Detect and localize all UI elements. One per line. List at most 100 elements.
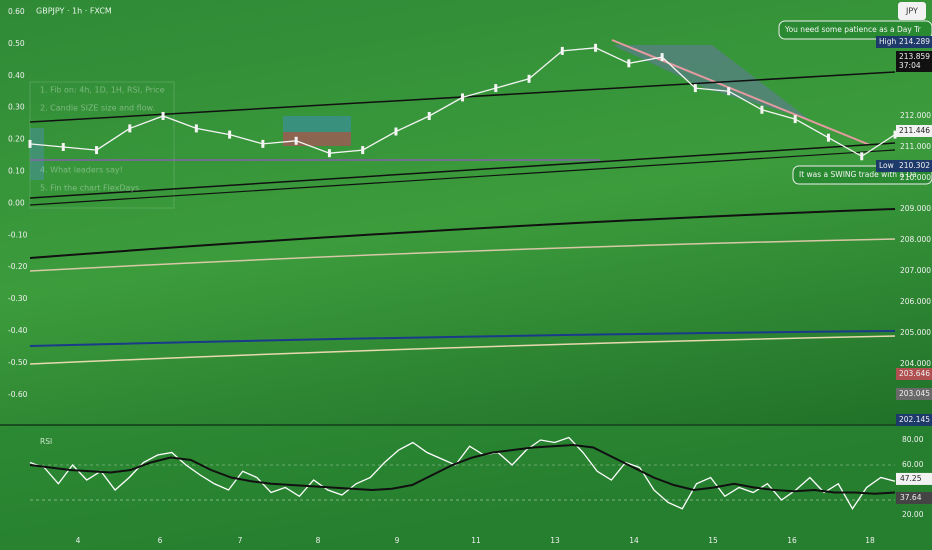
price-tag-value: 203.646 bbox=[899, 369, 930, 378]
list-item: 4. What leaders say! bbox=[40, 166, 123, 175]
right-axis-label: 205.000 bbox=[900, 328, 931, 337]
right-axis-label: 204.000 bbox=[900, 359, 931, 368]
left-axis-label: -0.40 bbox=[8, 326, 28, 335]
x-axis-label: 13 bbox=[550, 536, 560, 545]
left-axis-label: -0.20 bbox=[8, 262, 28, 271]
left-axis-label: 0.30 bbox=[8, 103, 25, 112]
left-axis-label: 0.20 bbox=[8, 135, 25, 144]
candle bbox=[261, 139, 265, 148]
price-tag-name: Low bbox=[879, 161, 894, 170]
rsi-title: RSI bbox=[40, 437, 52, 446]
price-tag bbox=[876, 160, 896, 172]
x-axis-label: 7 bbox=[238, 536, 243, 545]
list-item: 2. Candle SIZE size and flow. bbox=[40, 104, 155, 113]
price-tag-value: 203.045 bbox=[899, 389, 930, 398]
price-tag-name: High bbox=[879, 37, 896, 46]
candle bbox=[727, 87, 731, 96]
x-axis-label: 4 bbox=[76, 536, 81, 545]
zone bbox=[283, 116, 351, 132]
currency[interactable]: JPY bbox=[905, 7, 918, 16]
trend bbox=[29, 142, 896, 199]
candle bbox=[594, 43, 598, 52]
candle bbox=[228, 130, 232, 139]
candle bbox=[294, 136, 298, 145]
candle bbox=[361, 146, 365, 155]
rsi-line bbox=[29, 443, 896, 495]
zone bbox=[30, 128, 44, 180]
x-axis-label: 16 bbox=[787, 536, 797, 545]
moving-average bbox=[29, 335, 896, 365]
right-axis-label: 212.000 bbox=[900, 111, 931, 120]
list-item: 1. Fib on: 4h, 1D, 1H, RSI, Price bbox=[40, 86, 165, 95]
list-item: 5. Fin the chart FlexDays bbox=[40, 184, 139, 193]
price-tag bbox=[876, 36, 896, 48]
candle bbox=[860, 152, 864, 161]
price-tag bbox=[896, 125, 932, 137]
left-axis-label: 0.40 bbox=[8, 71, 25, 80]
candle bbox=[128, 124, 132, 133]
right-axis-label: 206.000 bbox=[900, 297, 931, 306]
price-tag bbox=[896, 60, 932, 72]
currency-button[interactable] bbox=[898, 2, 926, 20]
left-axis-label: -0.60 bbox=[8, 390, 28, 399]
x-axis-label: 8 bbox=[316, 536, 321, 545]
price-tag bbox=[896, 160, 932, 172]
right-axis-label: 210.000 bbox=[900, 173, 931, 182]
price-tag bbox=[896, 36, 932, 48]
rsi-line bbox=[29, 436, 896, 510]
x-axis-label: 11 bbox=[471, 536, 481, 545]
candle bbox=[693, 84, 697, 93]
right-axis-label: 211.000 bbox=[900, 142, 931, 151]
candle bbox=[95, 146, 99, 155]
candle bbox=[893, 130, 897, 139]
rsi-tag-value: 37.64 bbox=[900, 493, 922, 502]
rsi-axis-label: 20.00 bbox=[902, 510, 924, 519]
candle bbox=[560, 46, 564, 55]
rsi-axis-label: 60.00 bbox=[902, 460, 924, 469]
rsi-tag bbox=[896, 472, 932, 485]
price-tag-value: 211.446 bbox=[899, 126, 930, 135]
price-tag bbox=[896, 388, 932, 400]
price-tag-value: 214.289 bbox=[899, 37, 930, 46]
candle bbox=[793, 115, 797, 124]
right-axis-label: 209.000 bbox=[900, 204, 931, 213]
x-axis-label: 15 bbox=[708, 536, 718, 545]
right-axis-label: 208.000 bbox=[900, 235, 931, 244]
price-tag bbox=[896, 414, 932, 426]
candle bbox=[826, 133, 830, 142]
candle bbox=[427, 112, 431, 120]
moving-average bbox=[29, 208, 896, 259]
price-tag-value: 210.302 bbox=[899, 161, 930, 170]
candle bbox=[161, 112, 165, 120]
candle bbox=[660, 53, 664, 62]
left-axis-label: -0.50 bbox=[8, 358, 28, 367]
x-axis-label: 18 bbox=[865, 536, 875, 545]
candle bbox=[327, 149, 331, 158]
price-tag-value: 213.859 bbox=[899, 52, 930, 61]
left-axis-label: 0.50 bbox=[8, 39, 25, 48]
note: It was a SWING trade with a Da bbox=[799, 170, 917, 179]
rsi-axis-label: 80.00 bbox=[902, 435, 924, 444]
note-box bbox=[778, 20, 932, 40]
candle bbox=[527, 74, 531, 83]
left-axis-label: 0.10 bbox=[8, 167, 25, 176]
x-axis-label: 9 bbox=[395, 536, 400, 545]
price-tag-value: 37:04 bbox=[899, 61, 921, 70]
note: You need some patience as a Day Tr bbox=[784, 25, 922, 34]
price-tag bbox=[896, 368, 932, 380]
moving-average bbox=[29, 238, 896, 272]
right-axis-label: 207.000 bbox=[900, 266, 931, 275]
symbol: GBPJPY · 1h · FXCM bbox=[36, 7, 112, 16]
zone bbox=[283, 132, 351, 146]
rsi-pane bbox=[0, 426, 932, 550]
rsi-tag bbox=[896, 491, 932, 504]
left-axis-label: -0.10 bbox=[8, 230, 28, 239]
candle bbox=[194, 124, 198, 133]
candle bbox=[760, 105, 764, 114]
candle bbox=[61, 143, 65, 151]
x-axis-label: 14 bbox=[629, 536, 639, 545]
price-tag-value: 202.145 bbox=[899, 415, 930, 424]
left-axis-label: 0.60 bbox=[8, 7, 25, 16]
moving-average bbox=[29, 330, 896, 347]
